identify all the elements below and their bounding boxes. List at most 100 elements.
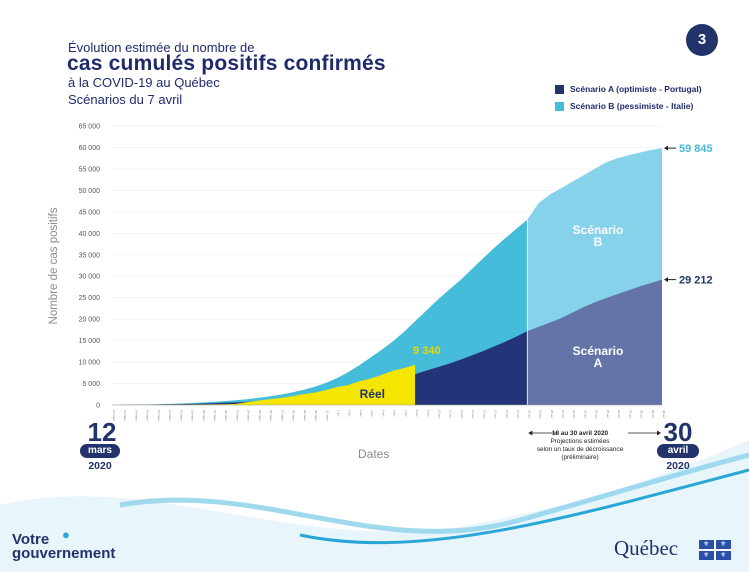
background-wave (0, 440, 749, 572)
arrow-b-head (664, 145, 668, 151)
x-tick-label: 14 avr (482, 410, 486, 418)
scenario-b-label: Scénario (573, 223, 624, 237)
legend-scenario-b: Scénario B (pessimiste - Italie) (555, 101, 693, 111)
x-tick-label: 10 avr (438, 410, 442, 418)
title-line-4: Scénarios du 7 avril (68, 92, 183, 107)
x-tick-label: 8 avr (415, 410, 419, 417)
y-tick-label: 0 (96, 403, 100, 410)
legend-scenario-a: Scénario A (optimiste - Portugal) (555, 84, 702, 94)
scenario-a-label: Scénario (573, 344, 624, 358)
x-tick-label: 18 mars (179, 410, 183, 421)
projection-note: 18 au 30 avril 2020 Projections estimées… (518, 430, 642, 462)
x-tick-label: 23 mars (235, 410, 239, 421)
x-tick-label: 20 mars (202, 410, 206, 421)
title-line-1: Évolution estimée du nombre de (68, 40, 255, 55)
y-tick-label: 40 000 (79, 231, 101, 238)
projection-dates: 18 au 30 avril 2020 (551, 430, 609, 437)
wave-stroke-light (119, 452, 749, 534)
x-tick-label: 29 avr (651, 410, 655, 418)
projection-arrow-left-head (528, 430, 533, 436)
wave-stroke-blue (299, 468, 749, 545)
x-tick-label: 31 mars (325, 410, 329, 421)
reel-label: Réel (360, 387, 385, 401)
page-number-badge: 3 (686, 24, 718, 56)
y-tick-label: 60 000 (79, 145, 101, 152)
start-date-year: 2020 (88, 460, 112, 472)
arrow-a-head (664, 277, 668, 283)
fleur-drops-icon: ● (62, 527, 70, 542)
x-tick-label: 15 avr (494, 410, 498, 418)
quebec-wordmark: Québec (614, 536, 679, 560)
x-tick-label: 30 avr (662, 410, 666, 418)
x-tick-label: 4 avr (370, 410, 374, 417)
y-tick-label: 5 000 (82, 381, 100, 388)
x-axis-label: Dates (358, 447, 390, 461)
start-date-month: mars (80, 444, 120, 458)
x-tick-label: 5 avr (381, 410, 385, 417)
y-tick-label: 10 000 (79, 360, 101, 367)
gouvernement-text: gouvernement (12, 545, 116, 562)
x-tick-label: 23 avr (583, 410, 587, 418)
votre-text: Votre (12, 531, 50, 548)
x-tick-label: 22 mars (224, 410, 228, 421)
x-tick-label: 25 avr (606, 410, 610, 418)
end-date-year: 2020 (666, 460, 690, 472)
x-tick-label: 27 avr (628, 410, 632, 418)
x-tick-label: 14 mars (134, 410, 138, 421)
y-tick-label: 20 000 (79, 317, 101, 324)
x-tick-label: 19 avr (539, 410, 543, 418)
x-tick-label: 30 mars (314, 410, 318, 421)
x-tick-label: 18 avr (527, 410, 531, 418)
scenario-b-area (112, 219, 528, 405)
scenario-a-area (112, 331, 528, 405)
x-tick-label: 29 mars (303, 410, 307, 421)
legend-swatch-b (555, 101, 564, 111)
x-tick-label: 13 avr (471, 410, 475, 418)
scenario-a-value-label: 29 212 (679, 275, 713, 287)
y-tick-label: 25 000 (79, 295, 101, 302)
x-tick-label: 26 avr (617, 410, 621, 418)
x-tick-label: 11 avr (449, 410, 453, 418)
votre-gouvernement-logo: Votre gouvernement (12, 531, 116, 562)
x-tick-label: 24 mars (247, 410, 251, 421)
title-line-3: à la COVID-19 au Québec (68, 75, 220, 90)
x-tick-label: 7 avr (404, 410, 408, 417)
x-tick-label: 3 avr (359, 410, 363, 417)
end-date-month: avril (657, 444, 699, 458)
y-tick-label: 55 000 (79, 166, 101, 173)
y-axis-label: Nombre de cas positifs (48, 207, 60, 325)
x-tick-label: 15 mars (146, 410, 150, 421)
x-tick-label: 12 avr (460, 410, 464, 418)
x-tick-label: 6 avr (393, 410, 397, 417)
x-tick-label: 17 avr (516, 410, 520, 418)
legend-label-b: Scénario B (pessimiste - Italie) (570, 101, 694, 111)
legend-swatch-a (555, 84, 564, 94)
scenario-b-value-label: 59 845 (679, 143, 713, 155)
y-tick-label: 35 000 (79, 252, 101, 259)
y-tick-label: 15 000 (79, 338, 101, 345)
x-tick-label: 16 mars (157, 410, 161, 421)
legend-label-a: Scénario A (optimiste - Portugal) (570, 84, 702, 94)
x-tick-label: 25 mars (258, 410, 262, 421)
x-tick-label: 20 avr (550, 410, 554, 418)
projection-arrow-right-head (657, 430, 661, 436)
x-tick-label: 13 mars (123, 410, 127, 421)
x-tick-label: 24 avr (595, 410, 599, 418)
x-tick-label: 16 avr (505, 410, 509, 418)
end-date-day: 30 (663, 417, 693, 447)
x-tick-label: 26 mars (269, 410, 273, 421)
x-tick-label: 22 avr (572, 410, 576, 418)
x-tick-label: 21 avr (561, 410, 565, 418)
x-tick-label: 12 mars (112, 410, 116, 421)
scenario-a-label-letter: A (594, 356, 603, 370)
start-date-day: 12 (87, 417, 117, 447)
reel-area (112, 364, 416, 405)
x-tick-label: 17 mars (168, 410, 172, 421)
title-line-2: cas cumulés positifs confirmés (67, 52, 386, 75)
x-tick-label: 9 avr (426, 410, 430, 417)
x-tick-label: 19 mars (191, 410, 195, 421)
y-tick-label: 50 000 (79, 188, 101, 195)
projection-line-4: (préliminaire) (561, 454, 599, 461)
x-tick-label: 28 avr (640, 410, 644, 418)
